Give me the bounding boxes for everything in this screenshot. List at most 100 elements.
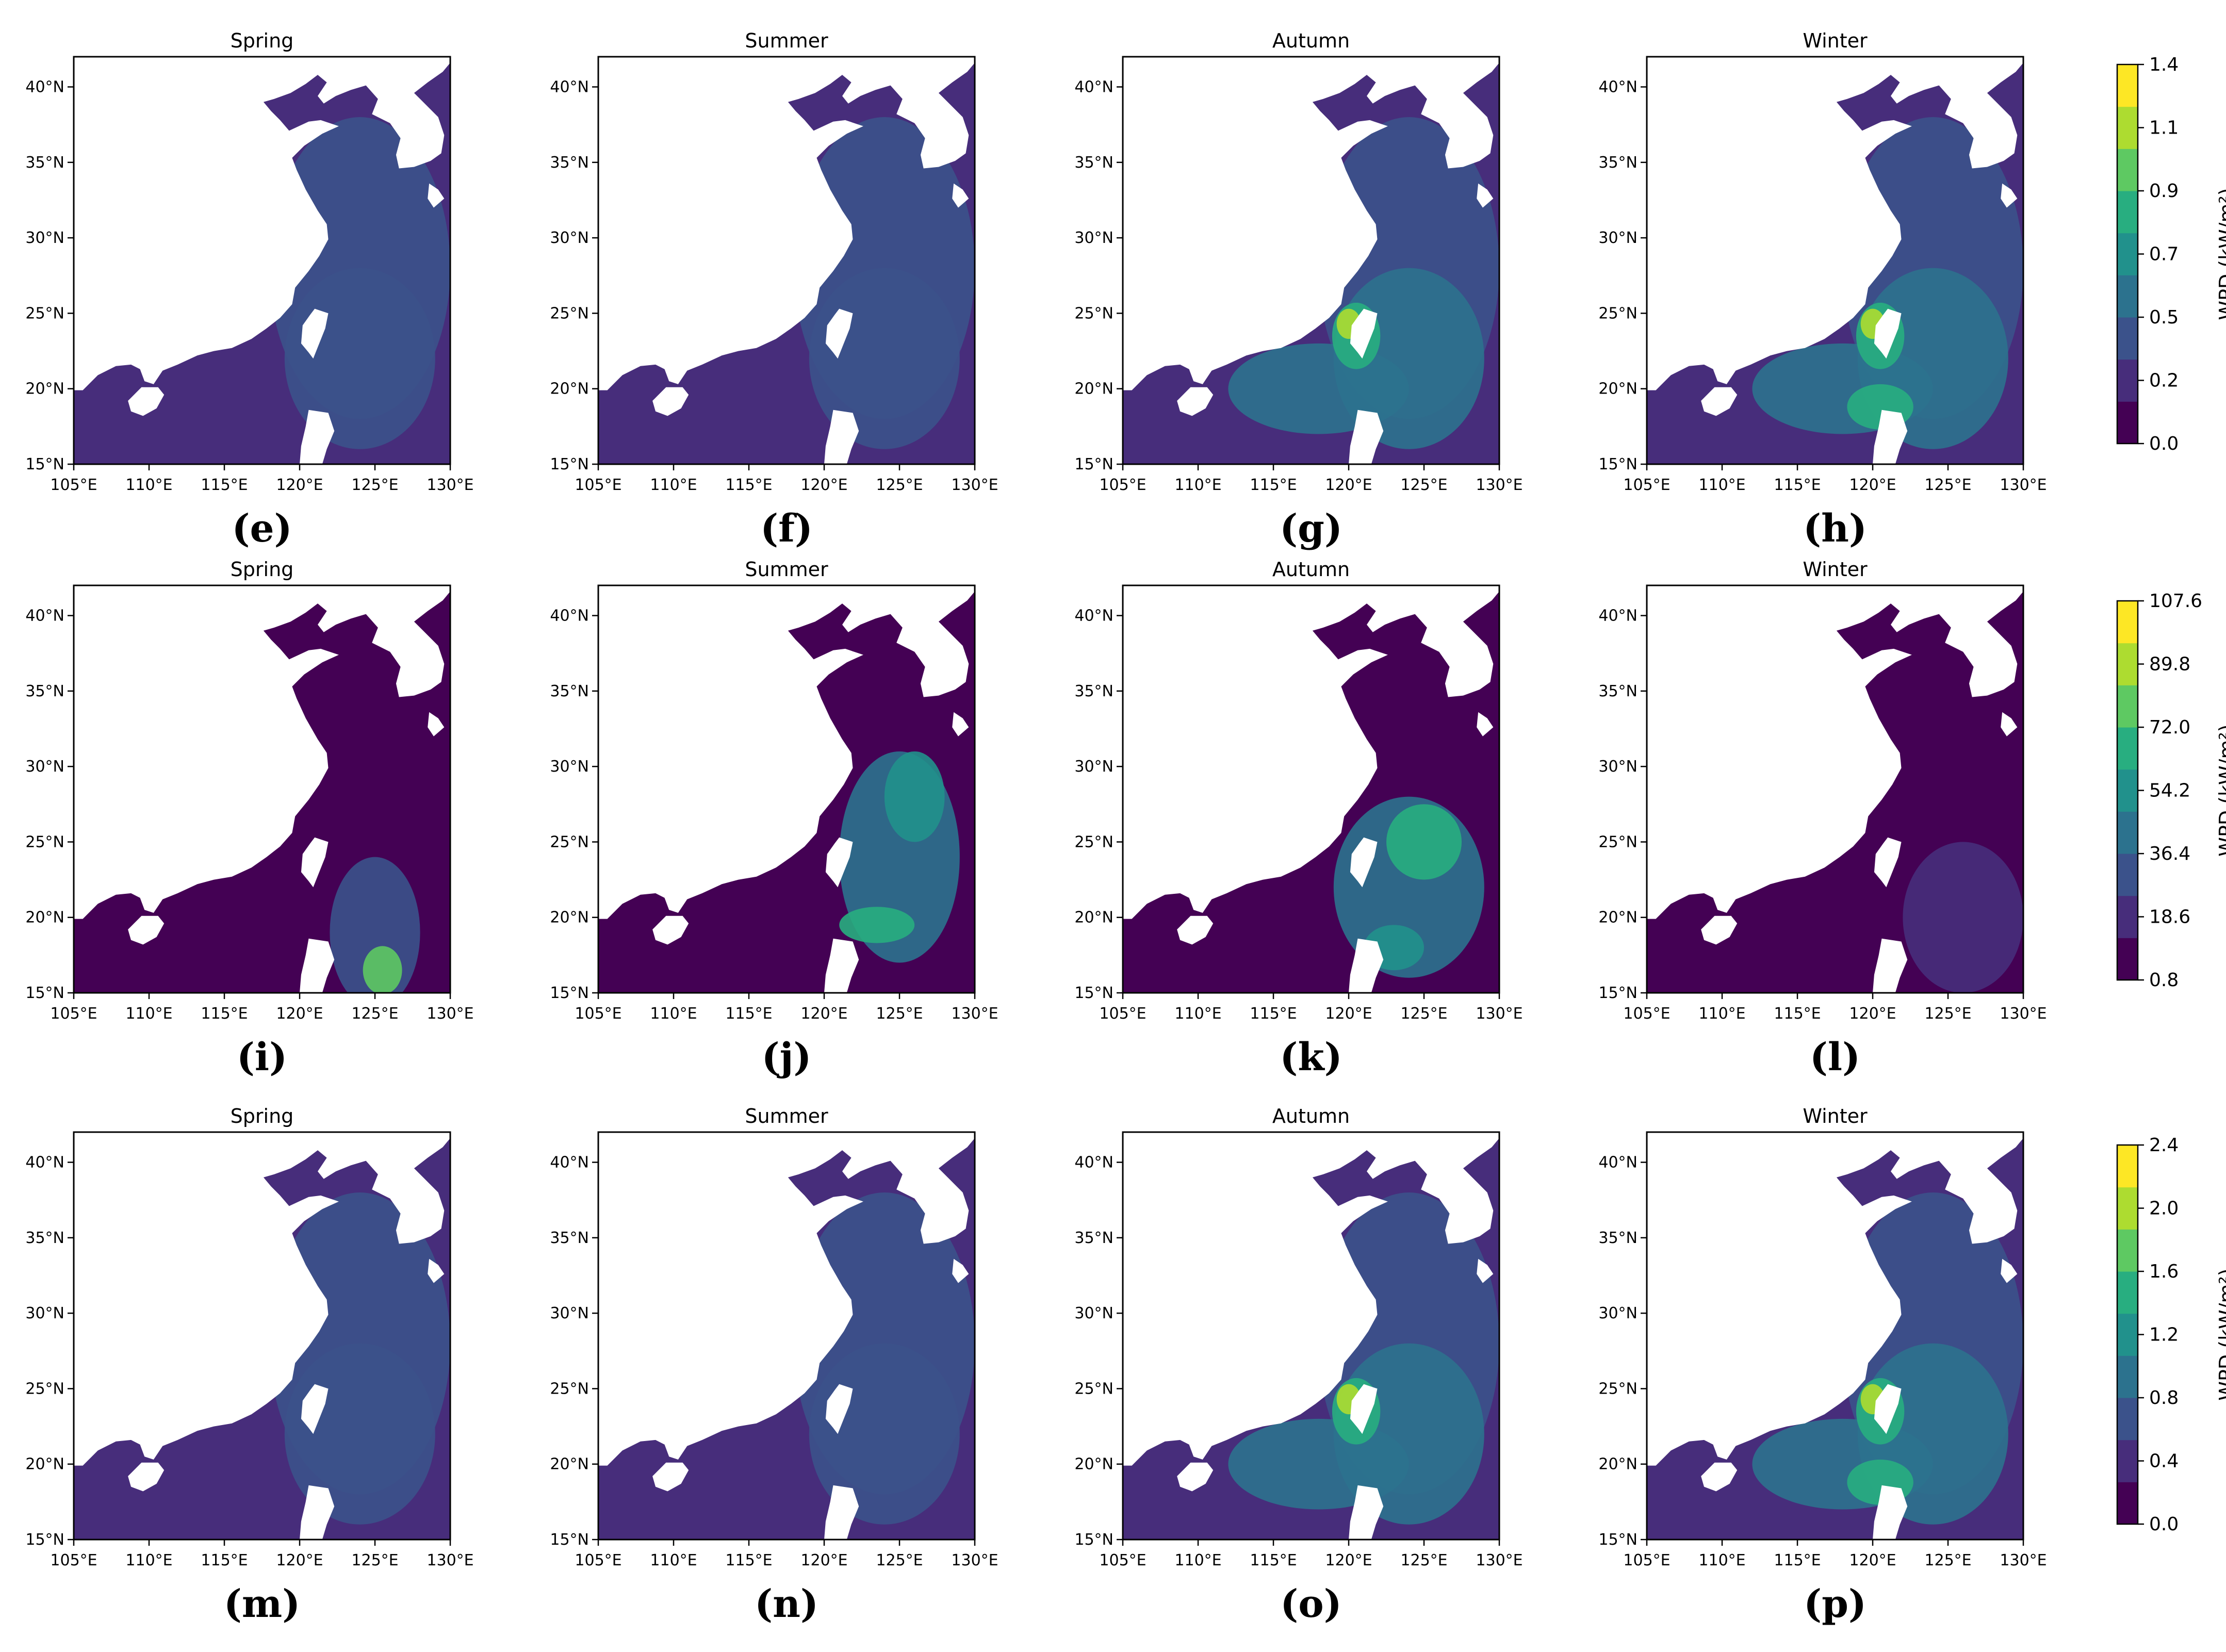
- x-tick-label: 105°E: [575, 1005, 621, 1023]
- y-tick-label: 40°N: [1598, 1154, 1638, 1172]
- y-tick-label: 30°N: [1074, 1304, 1114, 1322]
- colorbar-tick-label: 89.8: [2149, 654, 2190, 675]
- panel-title: Autumn: [1272, 1105, 1350, 1127]
- y-tick-label: 30°N: [550, 1304, 589, 1322]
- colorbar-label: WPD (kW/m²): [2215, 188, 2226, 320]
- hainan-land: [1177, 1462, 1214, 1492]
- land-mask: [598, 585, 975, 919]
- panel-letter: (m): [224, 1582, 300, 1626]
- colorbar-tick-label: 0.8: [2149, 970, 2179, 991]
- land-mask: [1123, 57, 1499, 390]
- y-tick-label: 20°N: [1598, 909, 1638, 927]
- colorbar: 0.0 0.2 0.5 0.7 0.9 1.1 1.4 WPD (kW/m²): [2116, 54, 2226, 454]
- y-tick-label: 30°N: [1598, 229, 1638, 247]
- x-tick-label: 110°E: [125, 476, 172, 494]
- axes-frame: [73, 1131, 451, 1541]
- map-panel: Autumn 105°E 110°E 115°E 120°E 125°E 130°E 15°N…: [1074, 558, 1523, 1079]
- field-contour: [1903, 842, 2023, 993]
- hainan-land: [652, 1462, 689, 1492]
- y-tick-label: 25°N: [1074, 833, 1114, 851]
- field-contour: [884, 751, 945, 842]
- land-mask: [74, 57, 450, 390]
- y-tick-label: 40°N: [550, 607, 589, 625]
- map-panel: Summer 105°E 110°E 115°E 120°E 125°E 130°E 15°N…: [550, 29, 998, 551]
- land-mask: [1647, 1132, 2023, 1466]
- y-tick-label: 15°N: [1074, 455, 1114, 473]
- y-tick-label: 15°N: [550, 455, 589, 473]
- luzon-land: [300, 410, 335, 464]
- panel-letter: (k): [1280, 1035, 1342, 1079]
- colorbar-segment: [2117, 233, 2138, 275]
- x-tick-label: 120°E: [800, 1005, 847, 1023]
- panel-letter: (g): [1280, 506, 1343, 551]
- y-tick-label: 35°N: [1074, 1229, 1114, 1247]
- y-tick-label: 15°N: [1598, 455, 1638, 473]
- luzon-land: [300, 1485, 335, 1540]
- y-tick-label: 20°N: [1074, 909, 1114, 927]
- panel-letter: (i): [237, 1035, 287, 1079]
- x-tick-label: 125°E: [1924, 1005, 1971, 1023]
- x-tick-label: 105°E: [1099, 1005, 1146, 1023]
- x-tick-label: 110°E: [1174, 1551, 1221, 1569]
- luzon-land: [1873, 1485, 1908, 1540]
- colorbar-tick-label: 0.5: [2149, 307, 2179, 328]
- luzon-land: [1873, 410, 1908, 464]
- x-tick-label: 110°E: [1698, 1005, 1745, 1023]
- axes-frame: [597, 584, 976, 994]
- x-tick-label: 130°E: [1476, 476, 1523, 494]
- y-tick-label: 35°N: [1598, 682, 1638, 700]
- axes-frame: [1122, 1131, 1500, 1541]
- x-tick-label: 120°E: [1849, 1551, 1896, 1569]
- kyushu-land: [2001, 1258, 2018, 1283]
- x-tick-label: 115°E: [1774, 476, 1821, 494]
- land-mask: [74, 1132, 450, 1466]
- colorbar-segment: [2117, 149, 2138, 191]
- taiwan-land: [301, 308, 329, 359]
- colorbar-segment: [2117, 359, 2138, 402]
- colorbar-segment: [2117, 601, 2138, 644]
- x-tick-label: 105°E: [1099, 1551, 1146, 1569]
- axes-frame: [73, 56, 451, 465]
- hainan-land: [652, 387, 689, 416]
- y-tick-label: 15°N: [25, 984, 64, 1002]
- colorbar-segment: [2117, 1482, 2138, 1525]
- land-mask: [1647, 585, 2023, 919]
- x-tick-label: 130°E: [1476, 1005, 1523, 1023]
- y-tick-label: 20°N: [550, 1455, 589, 1474]
- colorbar-segment: [2117, 938, 2138, 980]
- y-tick-label: 20°N: [1074, 1455, 1114, 1474]
- y-tick-label: 15°N: [550, 984, 589, 1002]
- y-tick-label: 20°N: [25, 909, 64, 927]
- y-tick-label: 40°N: [1598, 78, 1638, 96]
- x-tick-label: 110°E: [650, 476, 697, 494]
- hainan-land: [1701, 915, 1738, 945]
- colorbar-tick-label: 0.9: [2149, 181, 2179, 202]
- taiwan-land: [301, 1384, 329, 1434]
- luzon-land: [824, 1485, 859, 1540]
- x-tick-label: 130°E: [951, 1005, 998, 1023]
- x-tick-label: 120°E: [1325, 476, 1372, 494]
- y-tick-label: 25°N: [1074, 304, 1114, 322]
- panel-title: Winter: [1803, 1105, 1868, 1127]
- y-tick-label: 30°N: [1074, 229, 1114, 247]
- x-tick-label: 120°E: [1849, 1005, 1896, 1023]
- x-tick-label: 105°E: [50, 1551, 97, 1569]
- hainan-land: [652, 915, 689, 945]
- y-tick-label: 30°N: [550, 758, 589, 776]
- field-contour: [1228, 343, 1409, 434]
- y-tick-label: 40°N: [1074, 78, 1114, 96]
- hainan-land: [1177, 387, 1214, 416]
- colorbar-tick-label: 1.4: [2149, 54, 2179, 75]
- y-tick-label: 25°N: [1598, 304, 1638, 322]
- panel-letter: (j): [762, 1035, 812, 1079]
- x-tick-label: 115°E: [201, 1005, 248, 1023]
- x-tick-label: 110°E: [125, 1005, 172, 1023]
- x-tick-label: 120°E: [276, 1005, 323, 1023]
- map-panel: Winter 105°E 110°E 115°E 120°E 125°E 130°E 15°N…: [1598, 558, 2047, 1079]
- y-tick-label: 30°N: [1598, 1304, 1638, 1322]
- axes-frame: [1122, 584, 1500, 994]
- panel-letter: (f): [760, 506, 813, 551]
- colorbar-segment: [2117, 1271, 2138, 1314]
- hainan-land: [128, 387, 165, 416]
- luzon-land: [1349, 938, 1384, 993]
